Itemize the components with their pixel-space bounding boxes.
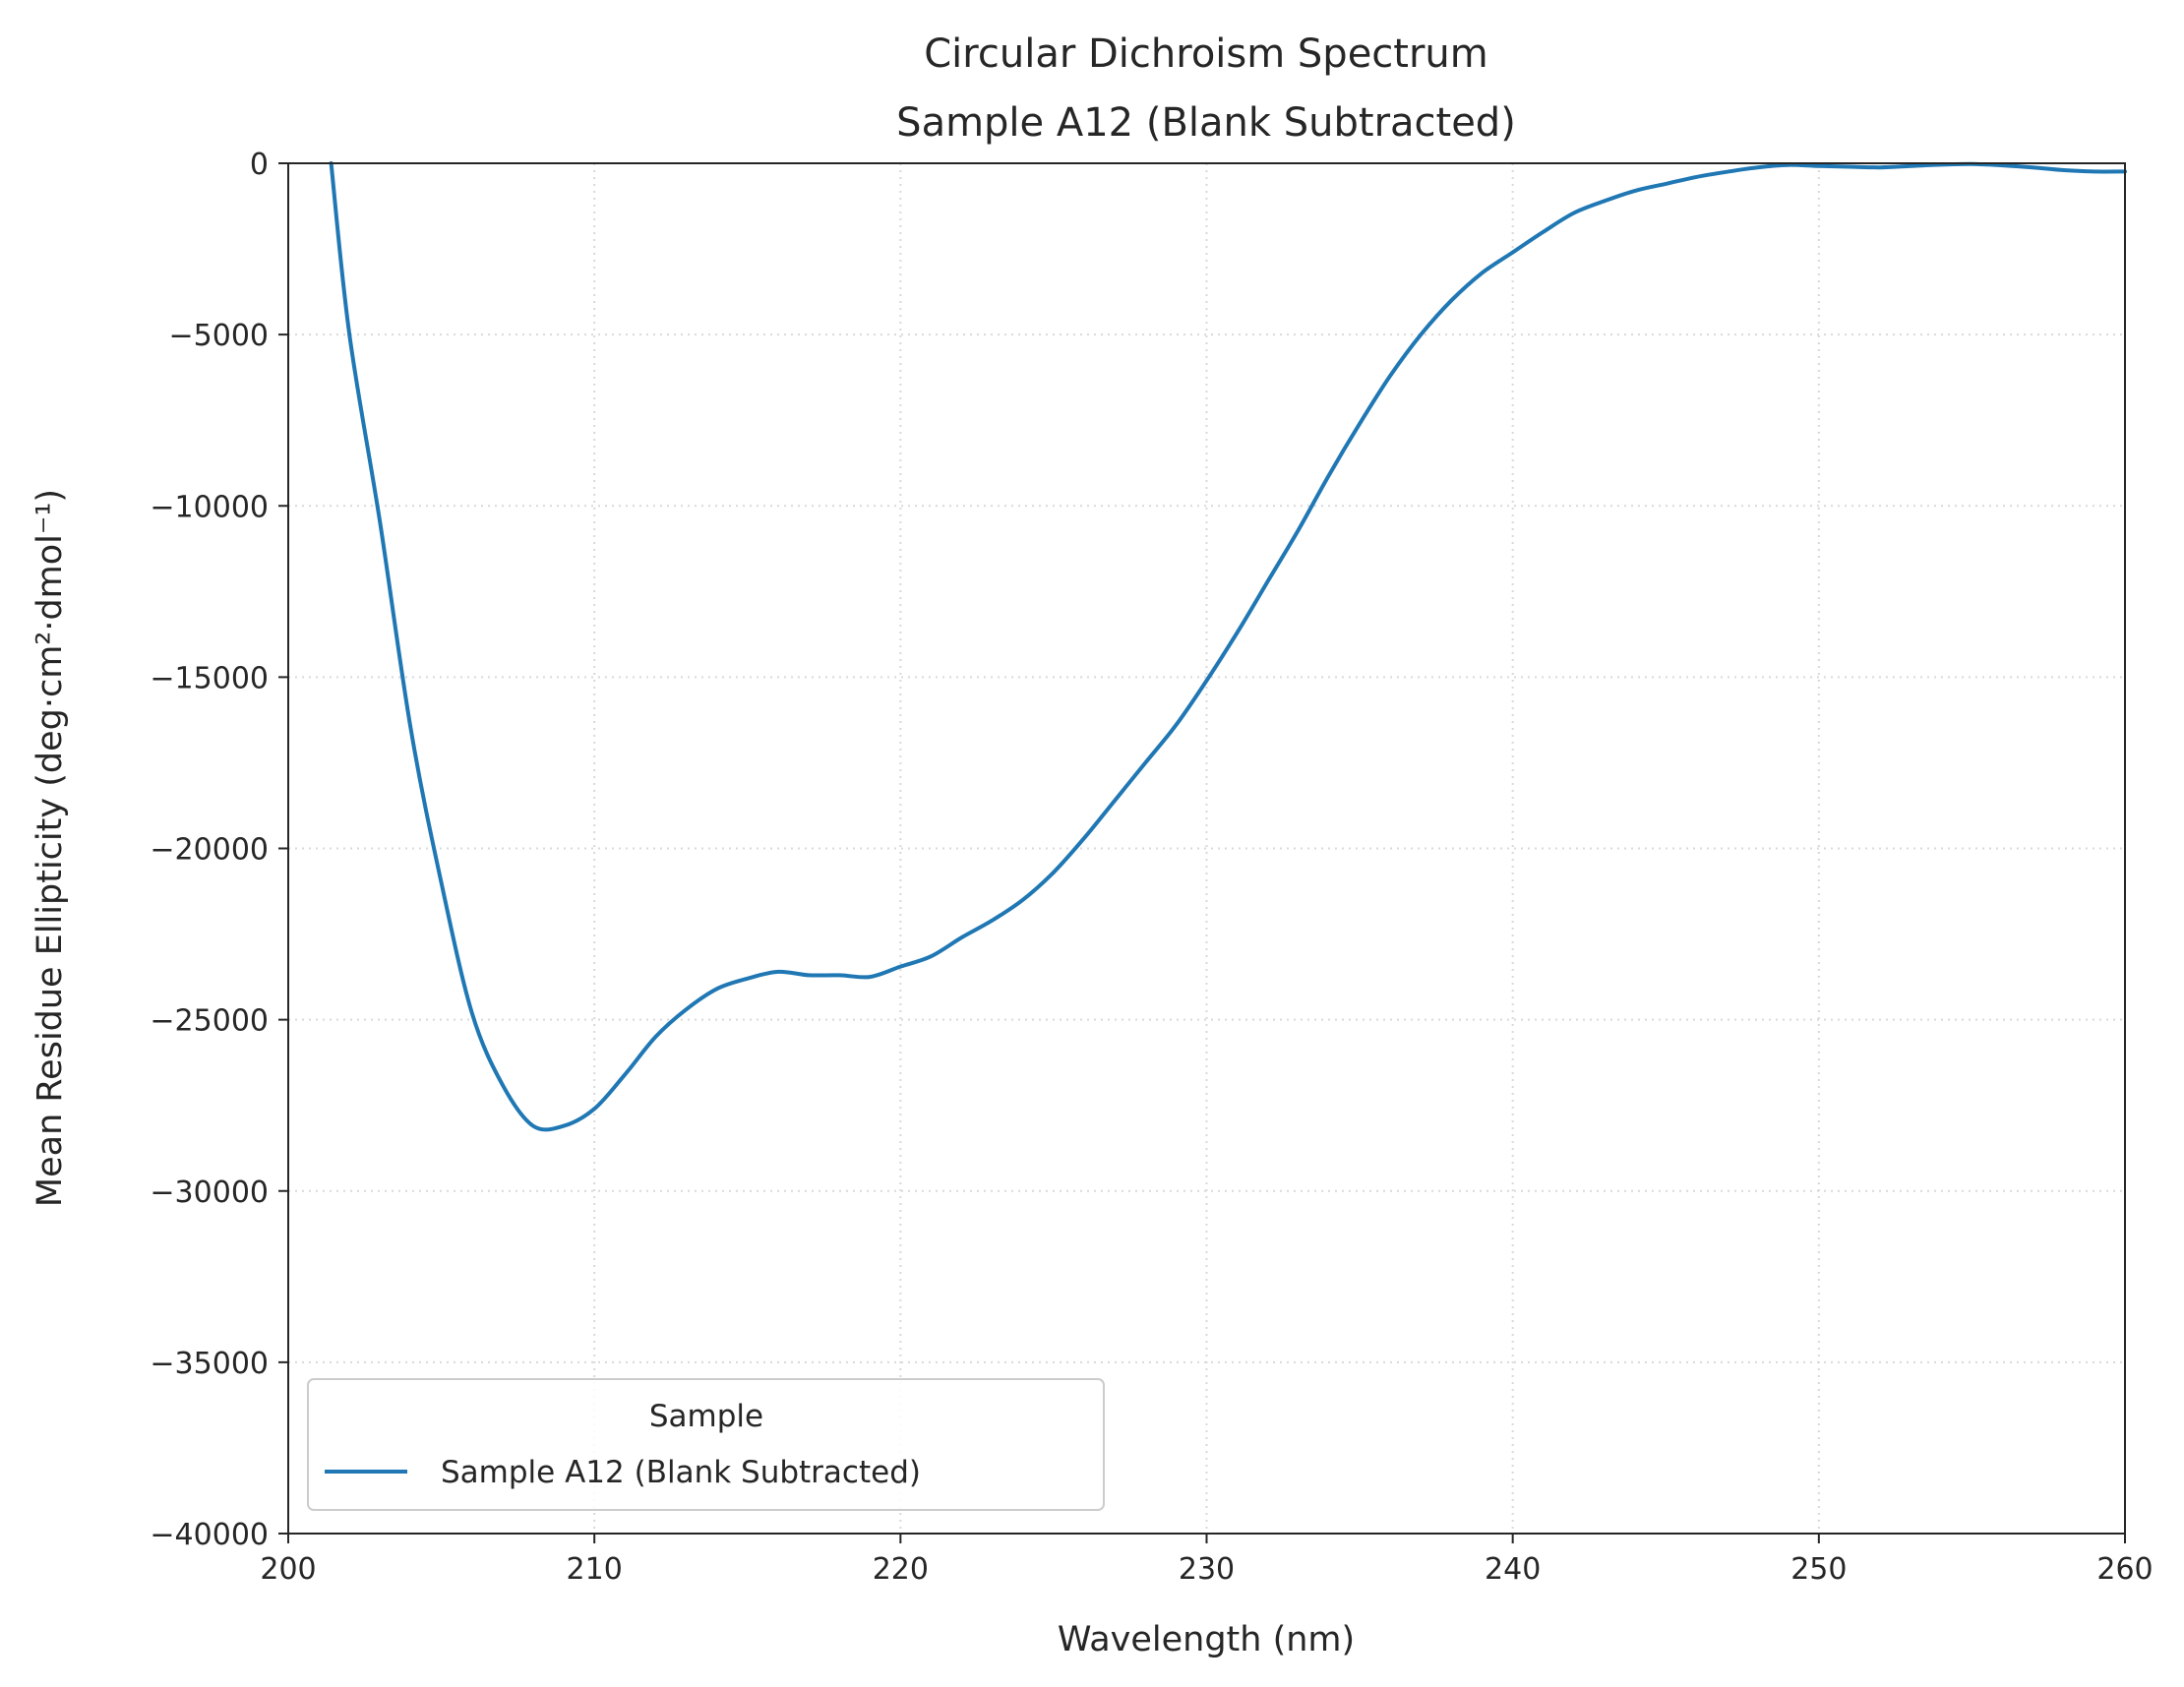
x-tick-label: 210 bbox=[567, 1552, 623, 1587]
chart-subtitle: Sample A12 (Blank Subtracted) bbox=[896, 100, 1516, 146]
x-axis-label: Wavelength (nm) bbox=[1058, 1620, 1355, 1659]
y-axis: 0 −5000 −10000 −15000 −20000 −25000 −30000 −350… bbox=[150, 148, 288, 1552]
y-tick-label: −20000 bbox=[150, 833, 269, 868]
y-tick-label: −5000 bbox=[169, 319, 269, 353]
chart-title: Circular Dichroism Spectrum bbox=[924, 31, 1488, 77]
x-tick-label: 260 bbox=[2096, 1552, 2153, 1587]
y-tick-label: −40000 bbox=[150, 1518, 269, 1552]
x-tick-label: 240 bbox=[1485, 1552, 1541, 1587]
y-tick-label: −30000 bbox=[150, 1175, 269, 1210]
y-tick-label: −35000 bbox=[150, 1347, 269, 1381]
x-tick-label: 230 bbox=[1179, 1552, 1235, 1587]
x-tick-label: 250 bbox=[1790, 1552, 1847, 1587]
x-tick-label: 220 bbox=[873, 1552, 929, 1587]
y-tick-label: −25000 bbox=[150, 1004, 269, 1039]
legend: Sample Sample A12 (Blank Subtracted) bbox=[307, 1378, 1105, 1511]
x-axis: 200 210 220 230 240 250 260 bbox=[260, 1534, 2154, 1587]
y-axis-label: Mean Residue Ellipticity (deg·cm²·dmol⁻¹… bbox=[30, 489, 70, 1207]
legend-title: Sample bbox=[649, 1399, 763, 1434]
x-tick-label: 200 bbox=[260, 1552, 316, 1587]
y-tick-label: −15000 bbox=[150, 661, 269, 695]
y-tick-label: −10000 bbox=[150, 490, 269, 524]
legend-entry-label: Sample A12 (Blank Subtracted) bbox=[441, 1455, 921, 1490]
y-tick-label: 0 bbox=[250, 148, 269, 182]
legend-box bbox=[307, 1378, 1105, 1511]
series-line-sample-a12 bbox=[329, 161, 2127, 1132]
